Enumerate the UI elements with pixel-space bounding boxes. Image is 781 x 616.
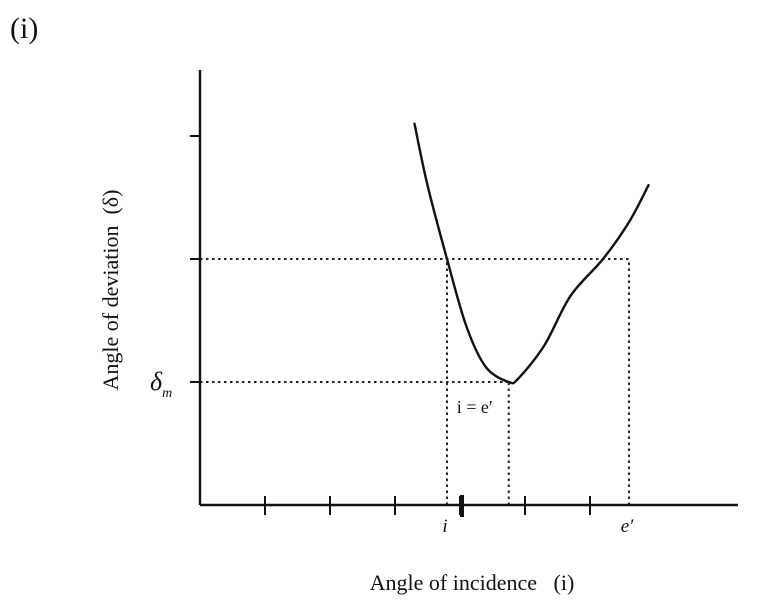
x-tick-label-1: i: [442, 516, 447, 537]
figure-label: (i): [10, 12, 39, 45]
x-axis-title: Angle of incidence (i): [370, 570, 575, 595]
y-axis-title: Angle of deviation (δ): [98, 190, 123, 391]
annotation-1: i = e′: [457, 397, 493, 417]
x-tick-label-2: e′: [621, 516, 634, 537]
deviation-curve: [413, 122, 650, 385]
chart-labels: Angle of incidence (i) Angle of deviatio…: [98, 190, 634, 595]
series-layer: [413, 122, 650, 385]
axis-ticks: [190, 135, 591, 517]
y-tick-label-1: δm: [150, 367, 172, 401]
reference-lines: [200, 258, 630, 505]
axes: [198, 70, 738, 507]
